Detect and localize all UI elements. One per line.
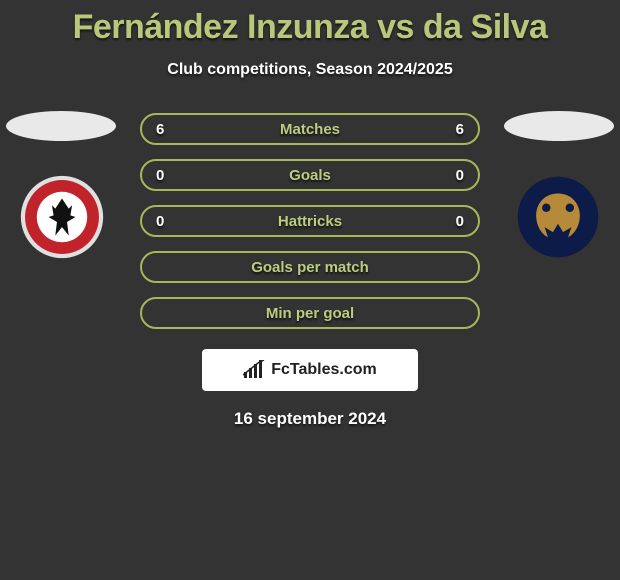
stat-label: Goals: [206, 167, 414, 184]
fctables-watermark: FcTables.com: [202, 349, 418, 391]
team-badge-right: [516, 175, 600, 259]
stat-pill: Min per goal: [140, 297, 480, 329]
page-title: Fernández Inzunza vs da Silva: [0, 0, 620, 47]
stat-label: Hattricks: [206, 213, 414, 230]
stat-label: Min per goal: [206, 305, 414, 322]
stat-pill-list: 6Matches60Goals00Hattricks0Goals per mat…: [140, 113, 480, 329]
snapshot-date: 16 september 2024: [0, 409, 620, 429]
player-left-head: [6, 111, 116, 141]
pumas-badge-icon: [516, 175, 600, 259]
stat-right-value: 6: [414, 121, 464, 138]
stat-left-value: 6: [156, 121, 206, 138]
stat-pill: 0Goals0: [140, 159, 480, 191]
bar-chart-icon: [243, 360, 267, 380]
stat-right-value: 0: [414, 167, 464, 184]
stat-pill: Goals per match: [140, 251, 480, 283]
team-badge-left: [20, 175, 104, 259]
stat-pill: 0Hattricks0: [140, 205, 480, 237]
stat-left-value: 0: [156, 213, 206, 230]
stat-right-value: 0: [414, 213, 464, 230]
stat-left-value: 0: [156, 167, 206, 184]
stat-label: Matches: [206, 121, 414, 138]
stat-pill: 6Matches6: [140, 113, 480, 145]
fctables-label: FcTables.com: [271, 361, 377, 379]
tijuana-badge-icon: [20, 175, 104, 259]
stat-label: Goals per match: [206, 259, 414, 276]
comparison-stage: 6Matches60Goals00Hattricks0Goals per mat…: [0, 113, 620, 329]
season-subtitle: Club competitions, Season 2024/2025: [0, 61, 620, 79]
player-right-head: [504, 111, 614, 141]
